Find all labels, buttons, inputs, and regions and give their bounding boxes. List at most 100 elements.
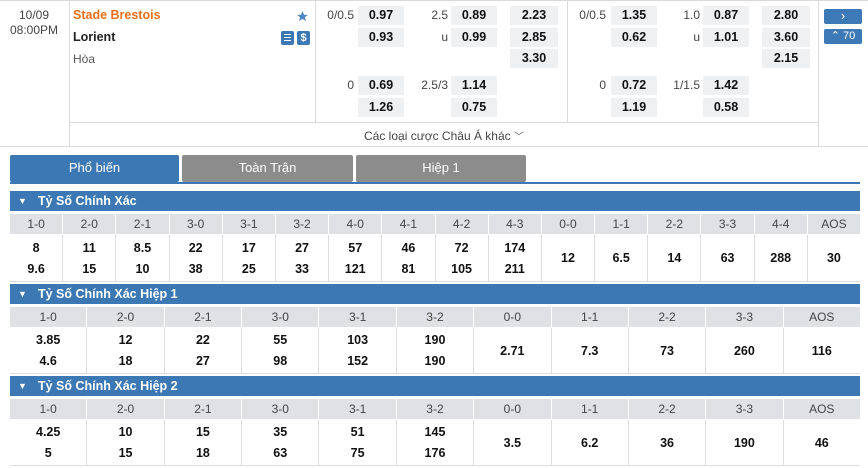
score-odds-cell[interactable]: 8.5 10	[116, 235, 170, 281]
handicap-odd[interactable]: 0.72	[611, 76, 657, 95]
odd-value[interactable]: 38	[188, 261, 203, 276]
odd-value[interactable]: 2.71	[500, 343, 525, 358]
odd-value[interactable]: 190	[424, 353, 446, 368]
over-odd[interactable]: 0.89	[451, 6, 497, 25]
score-odds-cell[interactable]: 51 75	[319, 420, 397, 465]
tab-first-half[interactable]: Hiệp 1	[356, 155, 526, 182]
odd-value[interactable]: 27	[195, 353, 210, 368]
favorite-star-icon[interactable]	[296, 10, 309, 23]
odd-value[interactable]: 6.2	[581, 435, 599, 450]
score-odds-cell[interactable]: 22 38	[170, 235, 223, 281]
odd-value[interactable]: 8.5	[133, 240, 152, 255]
odd-value[interactable]: 33	[295, 261, 309, 276]
odd-value[interactable]: 75	[350, 445, 365, 460]
score-odds-cell[interactable]: 6.2	[552, 420, 629, 465]
score-odds-cell[interactable]: 2.71	[474, 328, 552, 373]
section-header[interactable]: ▼ Tỷ Số Chính Xác Hiệp 1	[10, 284, 860, 304]
odd-value[interactable]: 63	[720, 251, 735, 265]
score-odds-cell[interactable]: 63	[701, 235, 755, 281]
odd-value[interactable]: 36	[660, 435, 674, 450]
score-odds-cell[interactable]: 190 190	[397, 328, 475, 373]
1x2-draw-odd[interactable]: 3.30	[510, 49, 558, 68]
handicap-odd[interactable]: 0.97	[358, 6, 404, 25]
odd-value[interactable]: 10	[118, 425, 133, 440]
score-odds-cell[interactable]: 12	[542, 235, 596, 281]
odd-value[interactable]: 18	[118, 353, 133, 368]
odd-value[interactable]: 7.3	[581, 343, 599, 358]
score-odds-cell[interactable]: 36	[629, 420, 707, 465]
handicap-odd[interactable]: 1.19	[611, 98, 657, 117]
odd-value[interactable]: 57	[348, 240, 363, 255]
score-odds-cell[interactable]: 8 9.6	[10, 235, 64, 281]
score-odds-cell[interactable]: 46 81	[382, 235, 436, 281]
odd-value[interactable]: 8	[32, 240, 40, 255]
score-odds-cell[interactable]: 145 176	[397, 420, 475, 465]
score-odds-cell[interactable]: 14	[648, 235, 702, 281]
under-odd[interactable]: 0.58	[703, 98, 749, 117]
odd-value[interactable]: 4.6	[39, 353, 57, 368]
score-odds-cell[interactable]: 73	[629, 328, 707, 373]
odd-value[interactable]: 73	[660, 343, 674, 358]
odd-value[interactable]: 12	[561, 251, 575, 265]
score-odds-cell[interactable]: 3.5	[474, 420, 552, 465]
handicap-odd[interactable]: 0.62	[611, 28, 657, 47]
score-odds-cell[interactable]: 4.25 5	[10, 420, 88, 465]
odd-value[interactable]: 145	[424, 425, 446, 440]
odd-value[interactable]: 63	[273, 445, 288, 460]
tab-popular[interactable]: Phổ biến	[10, 155, 179, 182]
score-odds-cell[interactable]: 11 15	[63, 235, 117, 281]
home-team[interactable]: Stade Brestois	[73, 8, 161, 22]
1x2-away-odd[interactable]: 2.85	[510, 28, 558, 47]
score-odds-cell[interactable]: 17 25	[223, 235, 276, 281]
odd-value[interactable]: 3.5	[503, 435, 522, 450]
odd-value[interactable]: 121	[344, 261, 366, 276]
score-odds-cell[interactable]: 288	[755, 235, 808, 281]
odd-value[interactable]: 4.25	[36, 425, 61, 440]
score-odds-cell[interactable]: 22 27	[165, 328, 243, 373]
score-odds-cell[interactable]: 174 211	[489, 235, 542, 281]
odd-value[interactable]: 27	[295, 240, 309, 255]
tab-full-time[interactable]: Toàn Trận	[182, 155, 353, 182]
odd-value[interactable]: 30	[826, 251, 841, 265]
odd-value[interactable]: 260	[733, 343, 755, 358]
odd-value[interactable]: 9.6	[27, 261, 45, 276]
away-team[interactable]: Lorient	[73, 30, 116, 44]
odd-value[interactable]: 18	[195, 445, 210, 460]
stats-icon[interactable]	[281, 31, 294, 45]
odd-value[interactable]: 46	[401, 240, 416, 255]
odd-value[interactable]: 174	[504, 240, 526, 255]
more-asian-link[interactable]: Các loại cược Châu Á khác ﹀	[69, 128, 819, 143]
dollar-icon[interactable]: $	[297, 31, 310, 45]
score-odds-cell[interactable]: 3.85 4.6	[10, 328, 88, 373]
score-odds-cell[interactable]: 55 98	[242, 328, 320, 373]
score-odds-cell[interactable]: 260	[706, 328, 784, 373]
under-odd[interactable]: 0.75	[451, 98, 497, 117]
odd-value[interactable]: 105	[451, 261, 473, 276]
score-odds-cell[interactable]: 35 63	[242, 420, 320, 465]
odd-value[interactable]: 288	[770, 251, 792, 265]
score-odds-cell[interactable]: 116	[784, 328, 860, 373]
odd-value[interactable]: 81	[401, 261, 416, 276]
score-odds-cell[interactable]: 72 105	[436, 235, 489, 281]
odd-value[interactable]: 6.5	[612, 251, 630, 265]
odd-value[interactable]: 15	[82, 261, 97, 276]
score-odds-cell[interactable]: 7.3	[552, 328, 629, 373]
odd-value[interactable]: 22	[188, 240, 203, 255]
odd-value[interactable]: 72	[454, 240, 469, 255]
score-odds-cell[interactable]: 46	[784, 420, 860, 465]
1x2-draw-odd[interactable]: 2.15	[762, 49, 810, 68]
score-odds-cell[interactable]: 6.5	[595, 235, 649, 281]
odd-value[interactable]: 12	[118, 333, 133, 348]
under-odd[interactable]: 1.01	[703, 28, 749, 47]
odd-value[interactable]: 51	[350, 425, 365, 440]
odd-value[interactable]: 11	[82, 240, 96, 255]
odd-value[interactable]: 17	[241, 240, 256, 255]
score-odds-cell[interactable]: 57 121	[329, 235, 383, 281]
handicap-odd[interactable]: 0.93	[358, 28, 404, 47]
odd-value[interactable]: 211	[504, 261, 525, 276]
score-odds-cell[interactable]: 15 18	[165, 420, 243, 465]
score-odds-cell[interactable]: 27 33	[276, 235, 330, 281]
over-odd[interactable]: 1.42	[703, 76, 749, 95]
1x2-home-odd[interactable]: 2.23	[510, 6, 558, 25]
odd-value[interactable]: 152	[347, 353, 369, 368]
